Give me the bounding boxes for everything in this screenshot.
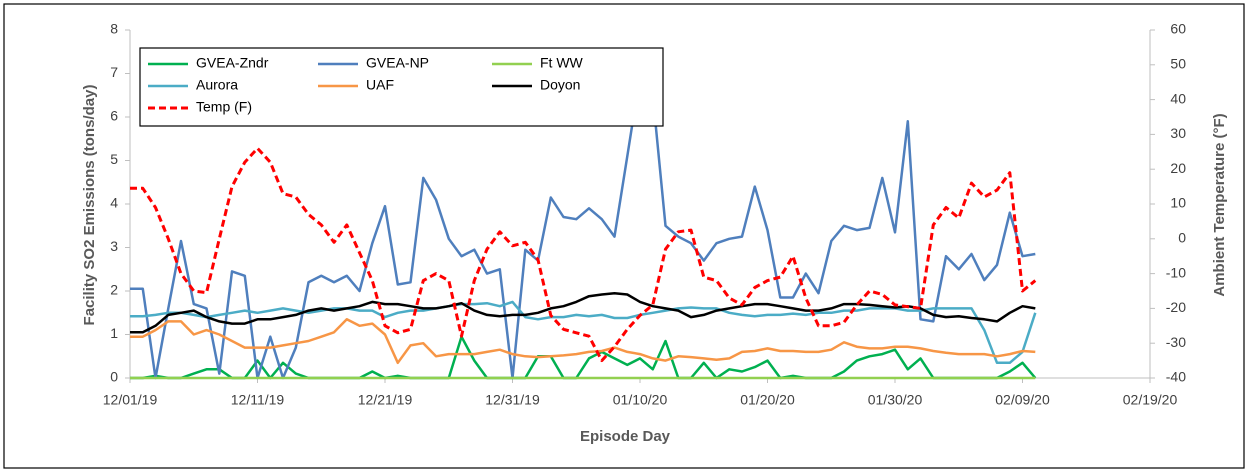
series-line — [130, 74, 1036, 380]
legend-label: Aurora — [196, 77, 238, 93]
y2-tick-label: 10 — [1170, 195, 1186, 211]
x-tick-label: 02/19/20 — [1123, 392, 1178, 408]
y2-tick-label: -10 — [1166, 264, 1186, 280]
legend-label: Temp (F) — [196, 99, 252, 115]
y2-axis-label: Ambient Temperature (°F) — [1211, 113, 1228, 296]
y2-tick-label: 20 — [1170, 160, 1186, 176]
series-line — [130, 318, 1036, 365]
x-tick-label: 12/11/19 — [231, 392, 285, 408]
legend-label: UAF — [366, 77, 394, 93]
legend-label: Doyon — [540, 77, 580, 93]
x-tick-label: 01/30/20 — [868, 392, 923, 408]
y2-tick-label: 0 — [1178, 230, 1186, 246]
y2-tick-label: -20 — [1166, 299, 1186, 315]
series-line — [130, 146, 1037, 363]
y-tick-label: 8 — [110, 21, 118, 37]
y2-tick-label: 30 — [1170, 125, 1186, 141]
y-tick-label: 5 — [110, 151, 118, 167]
x-tick-label: 12/31/19 — [485, 392, 540, 408]
x-axis-label: Episode Day — [580, 428, 671, 445]
y2-tick-label: 50 — [1170, 56, 1186, 72]
x-tick-label: 01/20/20 — [740, 392, 795, 408]
y-axis-label: Facility SO2 Emissions (tons/day) — [81, 85, 98, 326]
series-line — [130, 300, 1037, 365]
y-tick-label: 4 — [110, 195, 118, 211]
y2-tick-label: -30 — [1166, 334, 1186, 350]
x-tick-label: 12/01/19 — [103, 392, 158, 408]
y-tick-label: 2 — [110, 282, 118, 298]
legend: GVEA-Zndr GVEA-NP Ft WW Aurora UAF Doyon Temp … — [139, 47, 664, 127]
y2-tick-label: 60 — [1170, 21, 1186, 37]
x-tick-label: 02/09/20 — [995, 392, 1050, 408]
x-tick-label: 12/21/19 — [358, 392, 413, 408]
series-line — [130, 335, 1037, 380]
y2-tick-label: -40 — [1166, 369, 1186, 385]
y-tick-label: 3 — [110, 238, 118, 254]
y-tick-label: 7 — [110, 64, 118, 80]
legend-label: GVEA-Zndr — [196, 55, 269, 71]
y-tick-label: 6 — [110, 108, 118, 124]
legend-box — [139, 47, 664, 127]
series-line — [130, 291, 1036, 334]
y2-tick-label: 40 — [1170, 90, 1186, 106]
y-tick-label: 0 — [110, 369, 118, 385]
legend-label: GVEA-NP — [366, 55, 429, 71]
legend-label: Ft WW — [540, 55, 584, 71]
y-tick-label: 1 — [110, 325, 118, 341]
x-tick-label: 01/10/20 — [613, 392, 668, 408]
